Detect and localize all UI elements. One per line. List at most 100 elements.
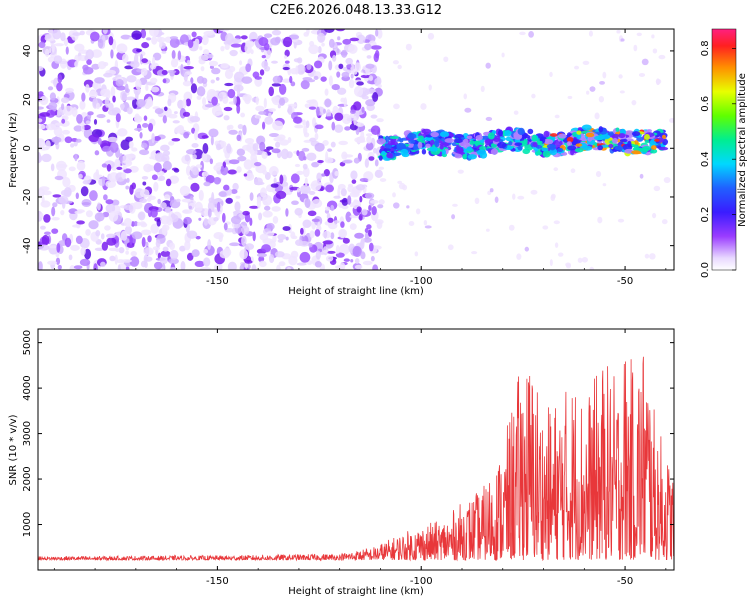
spectrogram-noise-cell [302,119,306,126]
spectrogram-noise-cell [169,249,179,260]
snr-xtick-label: -50 [617,576,633,587]
spectrogram-signal-cell [513,133,523,140]
spectrogram-noise-cell [218,29,230,32]
spectrogram-signal-cell [570,149,575,156]
spectrogram-noise-cell [236,86,241,97]
spectrogram-noise-cell [181,198,192,203]
spectrogram-noise-cell [227,169,237,175]
spectrogram-noise-cell [372,264,379,270]
spectrogram-noise-cell [125,136,133,142]
spectrogram-noise-cell [171,138,181,142]
spectrogram-noise-cell [245,63,252,73]
spectrogram-noise-cell [151,36,158,45]
spectrogram-noise-cell [93,119,98,125]
spectrogram-noise-cell [308,106,317,110]
spectrogram-signal-cell [475,134,483,141]
spectrogram-noise-cell [236,148,246,157]
spectrogram-noise-cell [339,262,346,270]
spectrogram-noise-cell [370,114,378,119]
spectrogram-noise-cell [88,220,99,230]
spectrogram-noise-cell [116,85,126,91]
spectrogram-noise-cell [262,200,268,206]
spectrogram-signal-cell [416,138,423,142]
spectrogram-noise-cell [198,54,209,61]
spectrogram-noise-cell [351,179,357,184]
spectrogram-signal-cell [644,139,650,144]
spectrogram-signal-cell [378,155,383,161]
spectrogram-noise-cell [42,45,52,55]
spectrogram-noise-cell [330,204,334,210]
spectrogram-noise-cell [317,46,322,54]
spectrogram-noise-cell [428,84,432,91]
spectrogram-signal-cell [624,130,634,136]
spectrogram-noise-cell [299,184,311,195]
spectrogram-noise-cell [240,112,246,118]
spectrogram-noise-cell [501,52,505,58]
spectrogram-noise-cell [480,85,485,93]
spectrogram-noise-cell [326,250,336,254]
spectrogram-noise-cell [75,192,79,200]
spectrogram-noise-cell [408,221,415,226]
spectrogram-noise-cell [618,74,623,79]
spectrogram-noise-cell [85,83,90,93]
spectrogram-noise-cell [340,188,347,197]
snr-xlabel: Height of straight line (km) [288,586,424,597]
spectrogram-noise-cell [308,44,319,55]
spectrogram-noise-cell [553,167,559,172]
spectrogram-noise-cell [126,177,130,183]
spectrogram-noise-cell [658,54,666,60]
spectrogram-signal-cell [631,131,641,137]
spectrogram-signal-cell [574,148,584,153]
spectrogram-noise-cell [160,144,170,152]
spectrogram-noise-cell [143,247,154,256]
spectrogram-ytick-label: 40 [22,45,33,58]
spectrogram-noise-cell [516,253,522,260]
spectrogram-noise-cell [304,103,312,109]
spectrogram-signal-cell [490,148,499,155]
spectrogram-noise-cell [120,103,125,111]
spectrogram-noise-cell [263,33,273,38]
spectrogram-noise-cell [338,243,350,255]
spectrogram-noise-cell [202,142,209,154]
spectrogram-noise-cell [190,182,200,192]
spectrogram-noise-cell [57,74,63,84]
spectrogram-noise-cell [255,105,265,112]
spectrogram-noise-cell [303,132,310,138]
spectrogram-noise-cell [377,83,382,89]
spectrogram-noise-cell [365,133,373,137]
spectrogram-noise-cell [262,169,268,175]
spectrogram-noise-cell [369,199,379,204]
colorbar-frame [711,28,737,271]
spectrogram-noise-cell [244,138,255,145]
spectrogram-noise-cell [157,198,161,205]
spectrogram-noise-cell [284,49,290,57]
spectrogram-noise-cell [362,260,373,266]
spectrogram-noise-cell [244,43,252,54]
spectrogram-noise-cell [40,225,46,230]
spectrogram-noise-cell [638,73,646,78]
spectrogram-noise-cell [50,163,55,172]
spectrogram-noise-cell [236,166,242,173]
spectrogram-noise-cell [261,151,268,159]
spectrogram-noise-cell [294,163,301,168]
spectrogram-noise-cell [89,31,100,42]
spectrogram-noise-cell [278,83,287,95]
spectrogram-noise-cell [200,267,211,270]
spectrogram-noise-cell [52,194,62,198]
spectrogram-noise-cell [201,77,208,84]
spectrogram-noise-cell [415,208,421,215]
spectrogram-noise-cell [333,195,341,199]
spectrogram-panel: -150 -100 -50 -40 -20 0 20 40 Height of straigh… [8,28,675,297]
spectrogram-noise-cell [344,126,351,131]
spectrogram-noise-cell [82,66,94,75]
spectrogram-noise-cell [38,261,43,270]
spectrogram-signal-cell [594,135,604,141]
spectrogram-noise-cell [165,206,171,214]
spectrogram-noise-cell [196,95,202,100]
spectrogram-noise-cell [106,237,117,246]
spectrogram-noise-cell [259,69,265,76]
spectrogram-noise-cell [349,223,357,230]
spectrogram-signal-cell [615,127,620,132]
spectrogram-noise-cell [234,201,241,212]
spectrogram-noise-cell [347,195,352,205]
